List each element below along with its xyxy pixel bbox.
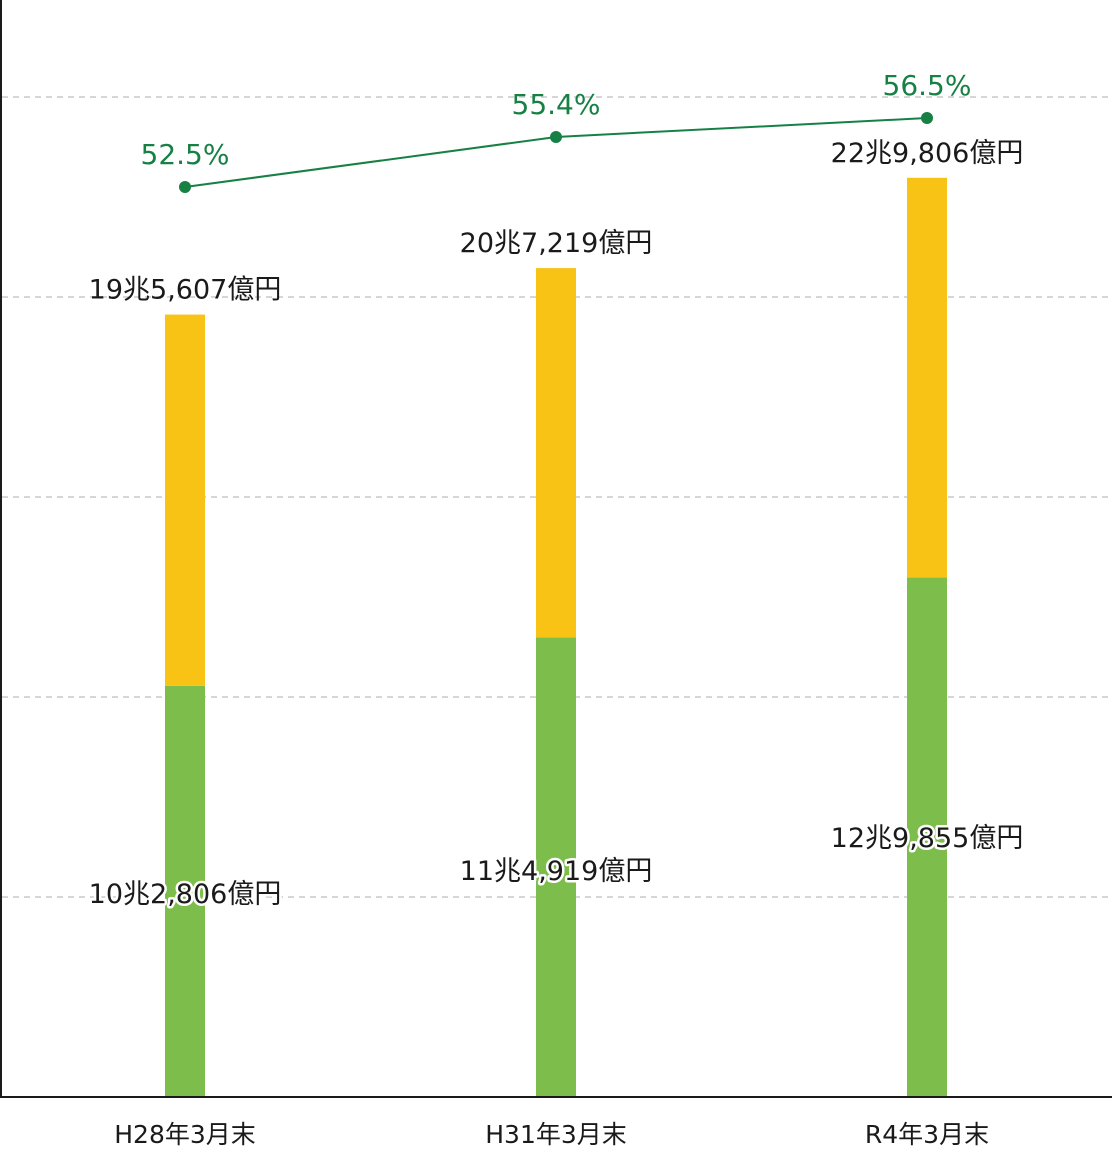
- ratio-label: 55.4%: [512, 88, 601, 121]
- ratio-line-path: [184, 117, 928, 188]
- ratio-line: [179, 112, 933, 193]
- data-labels: 19兆5,607億円 20兆7,219億円 22兆9,806億円 10兆2,80…: [86, 69, 1026, 1149]
- bar-segment-lower: [907, 577, 947, 1097]
- lower-segment-label: 10兆2,806億円: [89, 879, 282, 910]
- ratio-point: [550, 130, 562, 143]
- ratio-label: 52.5%: [141, 138, 230, 171]
- x-tick-label: H31年3月末: [485, 1120, 627, 1149]
- total-label: 20兆7,219億円: [460, 228, 653, 259]
- total-label: 19兆5,607億円: [89, 275, 282, 306]
- bars: [165, 177, 947, 1097]
- bar-segment-upper: [165, 314, 205, 686]
- total-label: 22兆9,806億円: [831, 138, 1024, 169]
- x-tick-label: R4年3月末: [865, 1120, 989, 1149]
- bar-segment-lower: [536, 637, 576, 1097]
- lower-segment-label: 12兆9,855億円: [831, 823, 1024, 854]
- ratio-label: 56.5%: [883, 69, 972, 102]
- ratio-point: [921, 112, 933, 124]
- lower-segment-label: 11兆4,919億円: [460, 856, 653, 887]
- x-tick-label: H28年3月末: [114, 1120, 256, 1149]
- axes: [0, 0, 1112, 1098]
- bar-segment-upper: [907, 177, 947, 578]
- bar-segment-upper: [536, 268, 576, 638]
- bar-segment-lower: [165, 685, 205, 1097]
- ratio-point: [179, 181, 191, 193]
